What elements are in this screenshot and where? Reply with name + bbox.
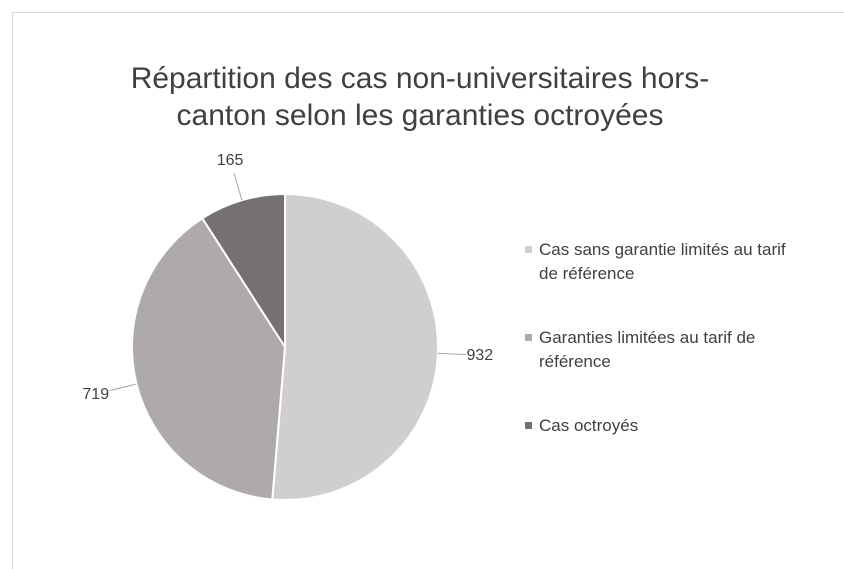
chart-title: canton selon les garanties octroyées xyxy=(177,99,664,132)
legend-label: Cas octroyés xyxy=(539,416,639,435)
leader-line xyxy=(437,352,466,356)
chart-frame xyxy=(12,12,844,569)
legend-item: Cas sans garantie limités au tarif de ré… xyxy=(523,238,808,286)
legend-swatch xyxy=(525,246,532,253)
legend-label: Cas sans garantie limités au tarif de ré… xyxy=(539,240,786,283)
leader-line xyxy=(233,173,243,201)
pie-slice xyxy=(200,192,286,351)
legend-item: Garanties limitées au tarif de référence xyxy=(523,326,808,374)
legend-label: Garanties limitées au tarif de référence xyxy=(539,328,756,371)
leader-line xyxy=(109,383,137,392)
data-label: 932 xyxy=(466,347,493,364)
legend-item: Cas octroyés xyxy=(523,414,808,438)
chart-title: Répartition des cas non-universitaires h… xyxy=(131,62,710,95)
legend-swatch xyxy=(525,422,532,429)
legend-swatch xyxy=(525,334,532,341)
data-label: 719 xyxy=(82,386,109,403)
legend: Cas sans garantie limités au tarif de ré… xyxy=(523,238,808,478)
data-label: 165 xyxy=(217,152,244,169)
pie-slice xyxy=(271,192,439,501)
